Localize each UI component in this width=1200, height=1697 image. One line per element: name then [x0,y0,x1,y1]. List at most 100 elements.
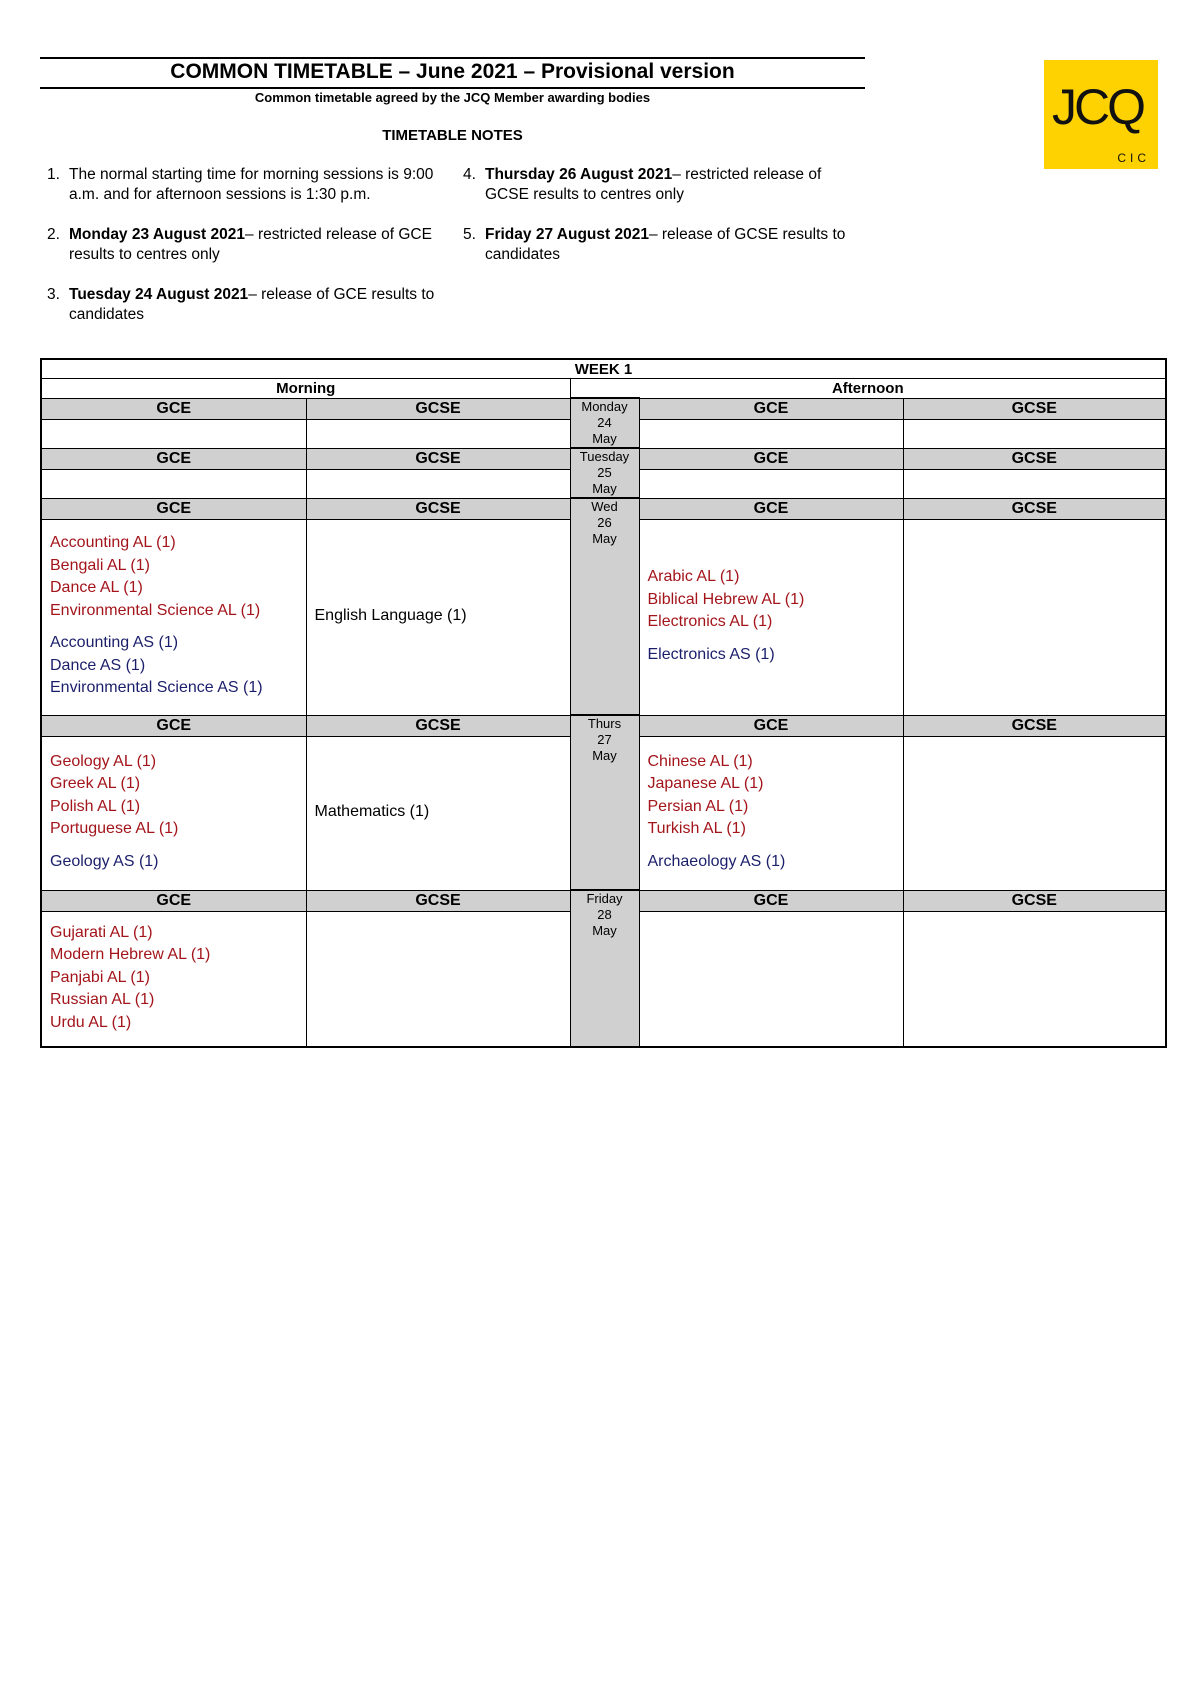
note-text: Thursday 26 August 2021– restricted rele… [485,165,858,205]
entry-cell: Accounting AL (1) Bengali AL (1) Dance AL … [40,518,307,716]
session-row [40,468,1167,499]
exam-entry: Greek AL (1) [50,775,141,793]
column-header: GCE [638,714,904,737]
day-cell: Tuesday 25 May [569,447,640,499]
day-line: Wed [591,499,618,514]
column-header: GCE [638,889,904,912]
exam-entry: Arabic AL (1) [647,568,740,585]
exam-entry: Electronics AS (1) [647,645,775,663]
exam-entry: Accounting AL (1) [50,534,176,552]
exam-entry: Russian AL (1) [50,991,155,1008]
column-header: GCE [638,497,904,520]
column-header-row: GCE GCSE Wed 26 May GCE GCSE [40,497,1167,716]
column-header-row: GCE GCSE Tuesday 25 May GCE GCSE [40,447,1167,499]
note-date: Friday 27 August 2021 [485,226,649,243]
day-cell: Friday 28 May [569,889,640,1048]
note-text: Friday 27 August 2021– release of GCSE r… [485,225,858,265]
exam-entry: Dance AS (1) [50,656,146,674]
exam-entry: Environmental Science AS (1) [50,679,263,697]
entry-group: Gujarati AL (1) Modern Hebrew AL (1) Panja… [50,922,298,1035]
exam-entry: Modern Hebrew AL (1) [50,946,211,963]
day-line: 28 [597,907,612,922]
entry-cell [40,468,307,499]
note-detail: The normal starting time for morning ses… [69,166,434,203]
exam-entry: Polish AL (1) [50,797,141,815]
day-line: Thurs [587,716,622,731]
entry-cell: Geology AL (1) Greek AL (1) Polish AL (1) P… [40,735,307,891]
entry-cell: Gujarati AL (1) Modern Hebrew AL (1) Panja… [40,910,307,1048]
exam-entry: Panjabi AL (1) [50,968,150,986]
exam-entry: Electronics AL (1) [647,613,773,630]
title: COMMON TIMETABLE – June 2021 – Provision… [170,60,735,83]
note: 1. The normal starting time for morning s… [47,165,442,205]
rule [40,57,865,59]
notes-column: 4. Thursday 26 August 2021– restricted re… [463,165,858,285]
note-text: Monday 23 August 2021– restricted releas… [69,225,442,265]
entry-group: Electronics AS (1) [648,644,895,667]
note-date: Thursday 26 August 2021 [485,166,673,183]
note-number: 2. [47,226,60,243]
note: 4. Thursday 26 August 2021– restricted re… [463,165,858,205]
week-label: WEEK 1 [40,358,1167,379]
entry-group: Mathematics (1) [315,801,562,824]
exam-entry: Geology AL (1) [50,752,157,770]
column-header: GCSE [305,889,571,912]
notes-column: 1. The normal starting time for morning s… [47,165,442,345]
day-cell: Monday 24 May [569,397,640,449]
column-header: GCSE [305,447,571,470]
column-header-row: GCE GCSE Monday 24 May GCE GCSE [40,397,1167,449]
note: 5. Friday 27 August 2021– release of GCSE… [463,225,858,265]
exam-entry: Dance AL (1) [50,579,143,597]
entry-group: English Language (1) [315,605,562,628]
entry-cell [902,468,1167,499]
day-line: May [592,748,617,763]
day-line: Monday [581,399,628,414]
column-header: GCSE [305,714,571,737]
exam-entry: Biblical Hebrew AL (1) [647,590,805,608]
entry-group: Archaeology AS (1) [648,851,895,874]
exam-entry: Accounting AS (1) [50,634,179,652]
day-line: May [592,481,617,496]
entry-cell [305,418,571,449]
column-header-row: GCE GCSE Thurs 27 May GCE GCSE [40,714,1167,891]
session-label: Afternoon [569,378,1167,399]
entry-cell [638,468,904,499]
note: 2. Monday 23 August 2021– restricted rele… [47,225,442,265]
entry-group: Chinese AL (1) Japanese AL (1) Persian AL … [648,751,895,841]
entry-cell [305,468,571,499]
exam-entry: Archaeology AS (1) [647,852,786,870]
rule [40,87,865,89]
entry-cell [305,910,571,1048]
column-header: GCE [40,447,307,470]
logo-text: JCQ [1052,79,1146,135]
exam-entry: English Language (1) [314,606,467,624]
day-cell: Thurs 27 May [569,714,640,891]
column-header: GCSE [902,889,1167,912]
note-detail: – release of GCSE results to candidates [485,226,846,263]
week-row: WEEK 1 [40,358,1167,379]
exam-entry: Urdu AL (1) [50,1013,132,1031]
note-text: Tuesday 24 August 2021– release of GCE r… [69,285,442,325]
exam-entry: Mathematics (1) [314,802,430,820]
timetable: WEEK 1 Morning Afternoon GCE GCSE Monday 24 May… [40,358,1168,1048]
column-header: GCE [638,447,904,470]
note-number: 4. [463,166,476,183]
day-line: 27 [597,732,612,747]
day-line: 24 [597,415,612,430]
column-header: GCSE [902,714,1167,737]
note: 3. Tuesday 24 August 2021– release of GCE… [47,285,442,325]
entry-cell [902,418,1167,449]
entry-cell: English Language (1) [305,518,571,716]
column-header: GCSE [902,447,1167,470]
exam-entry: Persian AL (1) [647,797,749,815]
day-line: Tuesday [579,449,630,464]
column-header: GCE [40,714,307,737]
subtitle: Common timetable agreed by the JCQ Membe… [254,90,651,105]
day-line: May [592,431,617,446]
entry-cell [902,910,1167,1048]
note-date: Tuesday 24 August 2021 [69,286,249,303]
entry-cell [638,910,904,1048]
note-detail: – release of GCE results to candidates [69,286,435,323]
column-header: GCSE [902,497,1167,520]
